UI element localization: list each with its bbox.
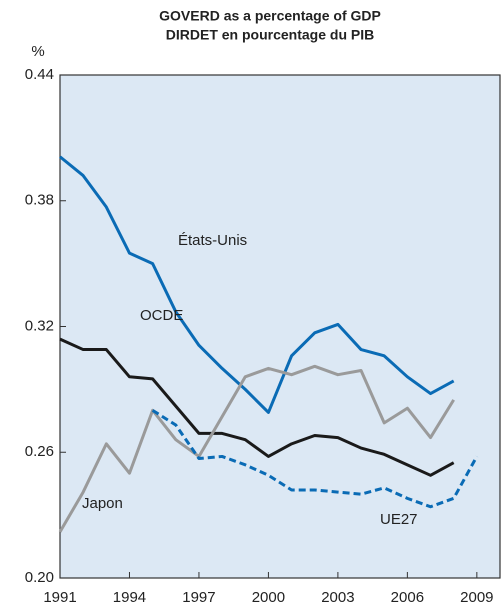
line-series <box>59 337 455 477</box>
y-tick-label: 0.32 <box>25 317 54 334</box>
y-tick-label: 0.38 <box>25 192 54 209</box>
x-tick-label: 1997 <box>182 589 215 606</box>
y-tick-label: 0.26 <box>25 443 54 460</box>
x-tick-label: 2006 <box>391 589 424 606</box>
x-tick-label: 2000 <box>252 589 285 606</box>
x-tick-label: 2003 <box>321 589 354 606</box>
x-tick-label: 2009 <box>460 589 493 606</box>
x-tick-label: 1991 <box>43 589 76 606</box>
line-series <box>151 409 479 509</box>
series-label: UE27 <box>380 511 418 528</box>
y-tick-label: 0.44 <box>25 66 54 83</box>
chart-title: GOVERD as a percentage of GDP <box>159 8 381 24</box>
y-axis-label: % <box>31 43 44 60</box>
line-series <box>58 364 455 533</box>
line-series <box>59 155 455 414</box>
x-tick-label: 1994 <box>113 589 146 606</box>
series-label: États-Unis <box>178 232 247 249</box>
series-label: Japon <box>82 495 123 512</box>
y-tick-label: 0.20 <box>25 569 54 586</box>
chart-subtitle: DIRDET en pourcentage du PIB <box>166 27 374 43</box>
plot-area <box>59 74 501 579</box>
series-label: OCDE <box>140 307 183 324</box>
